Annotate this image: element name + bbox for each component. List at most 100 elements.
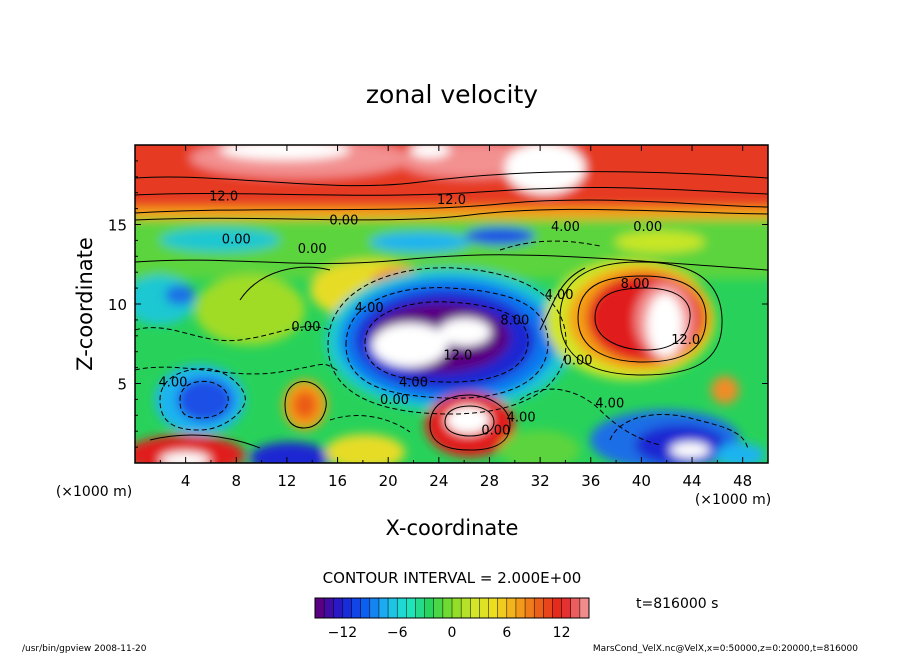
field-region-4 — [220, 145, 350, 160]
colorbar-cell-8 — [388, 598, 398, 618]
field-region-34 — [160, 452, 210, 463]
colorbar-ticks: −12 −6 0 6 12 — [328, 625, 571, 641]
x-tick-label-8: 36 — [581, 472, 600, 490]
contour-line-5 — [345, 287, 549, 399]
colorbar-tick-label-3: 6 — [502, 625, 511, 641]
colorbar-cell-5 — [360, 598, 371, 618]
contour-label-6: 0.00 — [298, 242, 327, 257]
field-region-39 — [500, 430, 580, 463]
colorbar-cell-4 — [351, 598, 362, 618]
contour-line-10 — [594, 287, 691, 351]
contour-line-15 — [444, 405, 495, 437]
contour-label-7: 8.00 — [621, 277, 650, 292]
colorbar-cell-2 — [333, 598, 343, 618]
colorbar-cell-28 — [570, 598, 581, 618]
chart-title: zonal velocity — [366, 80, 538, 109]
footer-right: MarsCond_VelX.nc@VelX,x=0:50000,z=0:2000… — [593, 644, 858, 654]
contour-line-2 — [135, 171, 768, 187]
contour-line-12 — [179, 380, 229, 419]
contour-label-16: 4.00 — [399, 376, 428, 391]
colorbar-tick-label-0: −12 — [328, 625, 358, 641]
contour-line-1 — [135, 208, 768, 221]
field-region-3 — [505, 145, 585, 194]
field-region-27 — [647, 293, 683, 357]
colorbar-cell-16 — [461, 598, 471, 618]
contour-line-3 — [135, 187, 768, 196]
x-tick-label-5: 24 — [429, 472, 448, 490]
x-tick-label-0: 4 — [181, 472, 191, 490]
field-region-13 — [165, 285, 195, 305]
footer-left: /usr/bin/gpview 2008-11-20 — [22, 644, 147, 654]
x-tick-label-9: 40 — [632, 472, 651, 490]
field-region-33 — [135, 435, 245, 463]
field-region-10 — [465, 227, 535, 245]
contour-line-9 — [577, 275, 707, 363]
contour-lines — [135, 171, 768, 451]
contour-labels: 12.0 12.00.00 4.00 0.000.000.008.004.004.00… — [159, 190, 701, 439]
x-tick-label-7: 32 — [531, 472, 550, 490]
contour-label-1: 12.0 — [437, 193, 466, 208]
y-axis-ticks: 5 10 15 — [108, 160, 768, 448]
colorbar-cell-10 — [406, 598, 416, 618]
colorbar-cell-0 — [315, 598, 325, 618]
colorbar-cell-7 — [378, 598, 389, 618]
field-region-8 — [160, 228, 280, 252]
contour-line-21 — [539, 267, 586, 331]
colorbar-cell-18 — [479, 598, 490, 618]
colorbar-cell-13 — [433, 598, 444, 618]
contour-line-20 — [519, 388, 661, 446]
field-region-32 — [293, 391, 317, 419]
x-tick-label-6: 28 — [480, 472, 499, 490]
contour-line-11 — [159, 368, 246, 431]
x-tick-label-3: 16 — [328, 472, 347, 490]
contour-label-12: 12.0 — [671, 333, 700, 348]
colorbar-cell-26 — [552, 598, 563, 618]
colorbar-cell-15 — [452, 598, 462, 618]
x-tick-label-10: 44 — [682, 472, 701, 490]
contour-label-11: 0.00 — [291, 320, 320, 335]
y-tick-label-0: 5 — [117, 376, 127, 394]
y-unit-label: (×1000 m) — [56, 484, 132, 500]
colorbar-cell-24 — [534, 598, 544, 618]
contour-label-20: 0.00 — [481, 423, 510, 438]
contour-label-19: 4.00 — [507, 411, 536, 426]
contour-line-16 — [609, 413, 749, 451]
colorbar-cell-17 — [470, 598, 480, 618]
field-region-36 — [325, 434, 405, 463]
x-axis-ticks: 4 8 12 16 20 24 28 32 36 40 44 48 — [159, 145, 752, 490]
colorbar-cell-11 — [415, 598, 426, 618]
colorbar-cell-23 — [525, 598, 535, 618]
contour-line-13 — [284, 381, 327, 429]
contour-label-3: 4.00 — [551, 220, 580, 235]
contour-label-8: 4.00 — [545, 288, 574, 303]
colorbar-tick-label-2: 0 — [448, 625, 457, 641]
colorbar-cell-9 — [397, 598, 407, 618]
x-axis-label: X-coordinate — [386, 516, 519, 540]
contour-label-13: 12.0 — [443, 349, 472, 364]
contour-line-17 — [135, 326, 331, 342]
x-tick-label-1: 8 — [232, 472, 242, 490]
field-region-42 — [670, 442, 710, 458]
x-unit-label: (×1000 m) — [695, 492, 771, 508]
contour-line-8 — [559, 261, 723, 376]
colorbar-cell-14 — [442, 598, 453, 618]
contour-line-14 — [429, 394, 511, 451]
contour-label-14: 0.00 — [564, 353, 593, 368]
colorbar-cell-20 — [497, 598, 508, 618]
colorbar-cell-22 — [515, 598, 526, 618]
contour-line-19 — [239, 266, 331, 301]
contour-label-4: 0.00 — [633, 220, 662, 235]
colorbar-cell-25 — [543, 598, 553, 618]
contour-line-18 — [135, 364, 341, 375]
plot-area: 12.0 12.00.00 4.00 0.000.000.008.004.004.00… — [135, 145, 768, 463]
field-region-35 — [250, 442, 330, 463]
field-region-43 — [715, 443, 765, 463]
field-region-28 — [711, 376, 739, 404]
contour-line-22 — [149, 434, 261, 449]
contour-line-0 — [135, 199, 768, 214]
contour-line-4 — [135, 254, 768, 271]
colorbar-cell-12 — [424, 598, 435, 618]
colorbar-cell-19 — [488, 598, 499, 618]
colorbar-cell-27 — [561, 598, 572, 618]
